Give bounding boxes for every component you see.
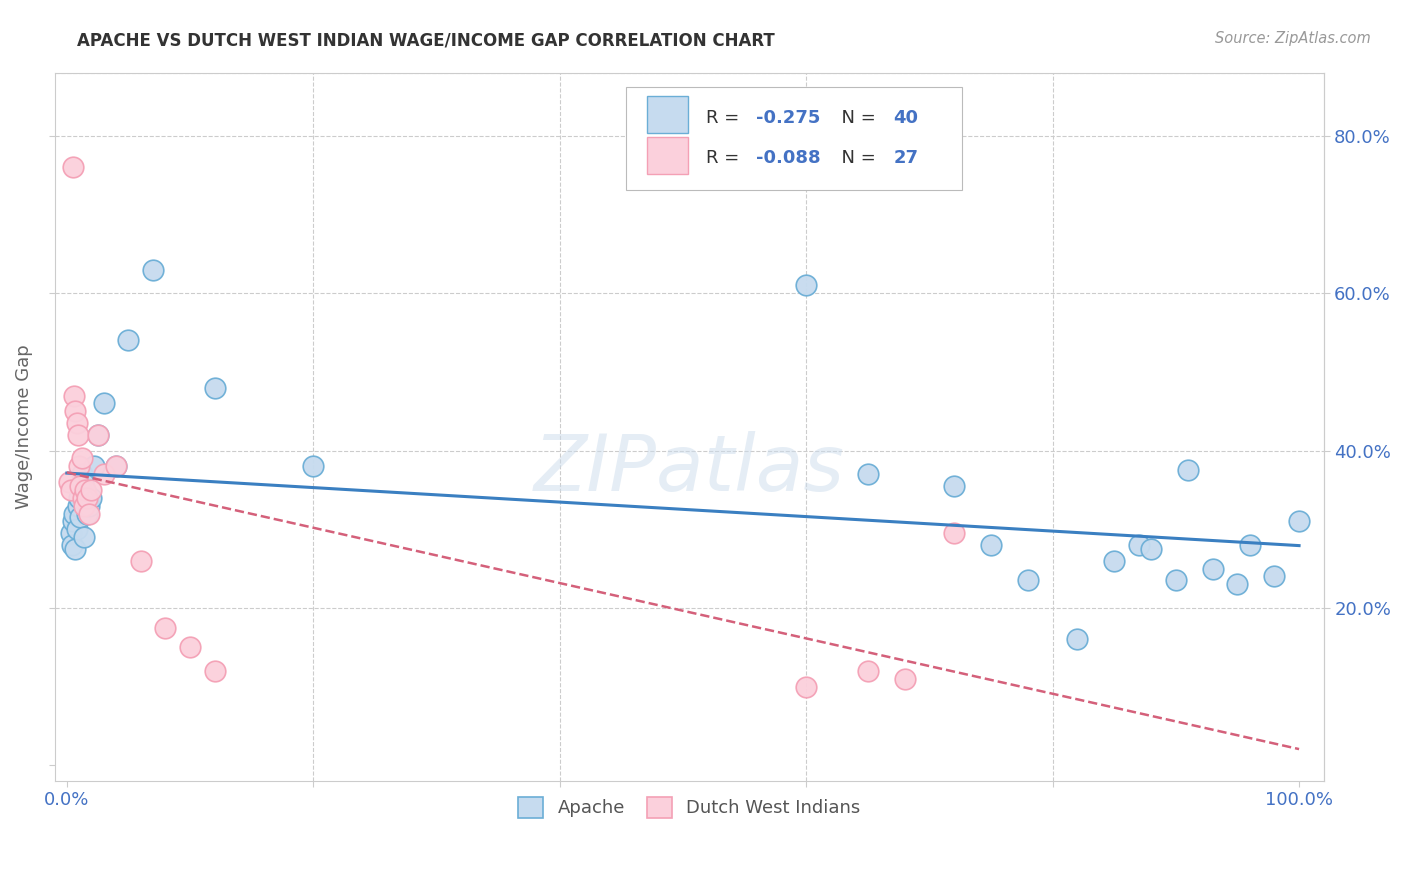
Point: [86, 428, 108, 442]
Point: [105, 459, 128, 474]
FancyBboxPatch shape: [626, 87, 962, 190]
Legend: Apache, Dutch West Indians: Apache, Dutch West Indians: [510, 789, 868, 825]
Point: [105, 459, 128, 474]
Point: [67, 491, 90, 505]
Text: -0.088: -0.088: [756, 149, 821, 167]
Point: [1263, 569, 1285, 583]
Point: [794, 278, 817, 293]
Point: [893, 672, 915, 686]
Point: [1164, 574, 1187, 588]
Point: [63, 388, 86, 402]
Point: [302, 459, 325, 474]
Text: R =: R =: [706, 149, 745, 167]
Text: Source: ZipAtlas.com: Source: ZipAtlas.com: [1215, 31, 1371, 46]
Point: [1128, 538, 1150, 552]
Point: [60, 538, 83, 552]
Text: 40: 40: [893, 109, 918, 127]
Point: [75, 483, 97, 497]
Text: ZIPatlas: ZIPatlas: [534, 432, 845, 508]
Point: [980, 538, 1002, 552]
Point: [943, 479, 966, 493]
Point: [67, 459, 90, 474]
Y-axis label: Wage/Income Gap: Wage/Income Gap: [15, 344, 32, 509]
Point: [65, 541, 87, 556]
Point: [1226, 577, 1249, 591]
Point: [77, 507, 100, 521]
Point: [1140, 541, 1163, 556]
Point: [63, 507, 86, 521]
Point: [1288, 515, 1310, 529]
Point: [62, 161, 84, 175]
Point: [943, 526, 966, 541]
Point: [155, 621, 177, 635]
Point: [83, 459, 105, 474]
Point: [80, 483, 103, 497]
Point: [1102, 554, 1125, 568]
Point: [62, 515, 84, 529]
Point: [66, 499, 89, 513]
Point: [856, 664, 879, 678]
Point: [794, 680, 817, 694]
Point: [72, 491, 94, 505]
Point: [69, 510, 91, 524]
Point: [76, 507, 98, 521]
Point: [75, 483, 97, 497]
Point: [70, 451, 93, 466]
Point: [1239, 538, 1261, 552]
Point: [69, 479, 91, 493]
Point: [1066, 632, 1088, 647]
Point: [142, 262, 165, 277]
Point: [117, 334, 139, 348]
Text: 27: 27: [893, 149, 918, 167]
Point: [58, 475, 80, 489]
Point: [65, 404, 87, 418]
Point: [1202, 561, 1225, 575]
Point: [204, 664, 226, 678]
Text: -0.275: -0.275: [756, 109, 821, 127]
FancyBboxPatch shape: [647, 136, 688, 174]
Point: [73, 499, 96, 513]
FancyBboxPatch shape: [647, 96, 688, 133]
Point: [59, 483, 82, 497]
Point: [76, 491, 98, 505]
Text: N =: N =: [830, 109, 882, 127]
Point: [93, 396, 115, 410]
Point: [66, 522, 89, 536]
Point: [129, 554, 152, 568]
Text: R =: R =: [706, 109, 745, 127]
Point: [77, 499, 100, 513]
Point: [1017, 574, 1039, 588]
Point: [80, 491, 103, 505]
Text: N =: N =: [830, 149, 882, 167]
Point: [70, 467, 93, 482]
Point: [179, 640, 201, 655]
Point: [66, 416, 89, 430]
Point: [66, 428, 89, 442]
Point: [59, 526, 82, 541]
Point: [93, 467, 115, 482]
Text: APACHE VS DUTCH WEST INDIAN WAGE/INCOME GAP CORRELATION CHART: APACHE VS DUTCH WEST INDIAN WAGE/INCOME …: [77, 31, 775, 49]
Point: [72, 475, 94, 489]
Point: [204, 381, 226, 395]
Point: [73, 530, 96, 544]
Point: [1177, 463, 1199, 477]
Point: [86, 428, 108, 442]
Point: [856, 467, 879, 482]
